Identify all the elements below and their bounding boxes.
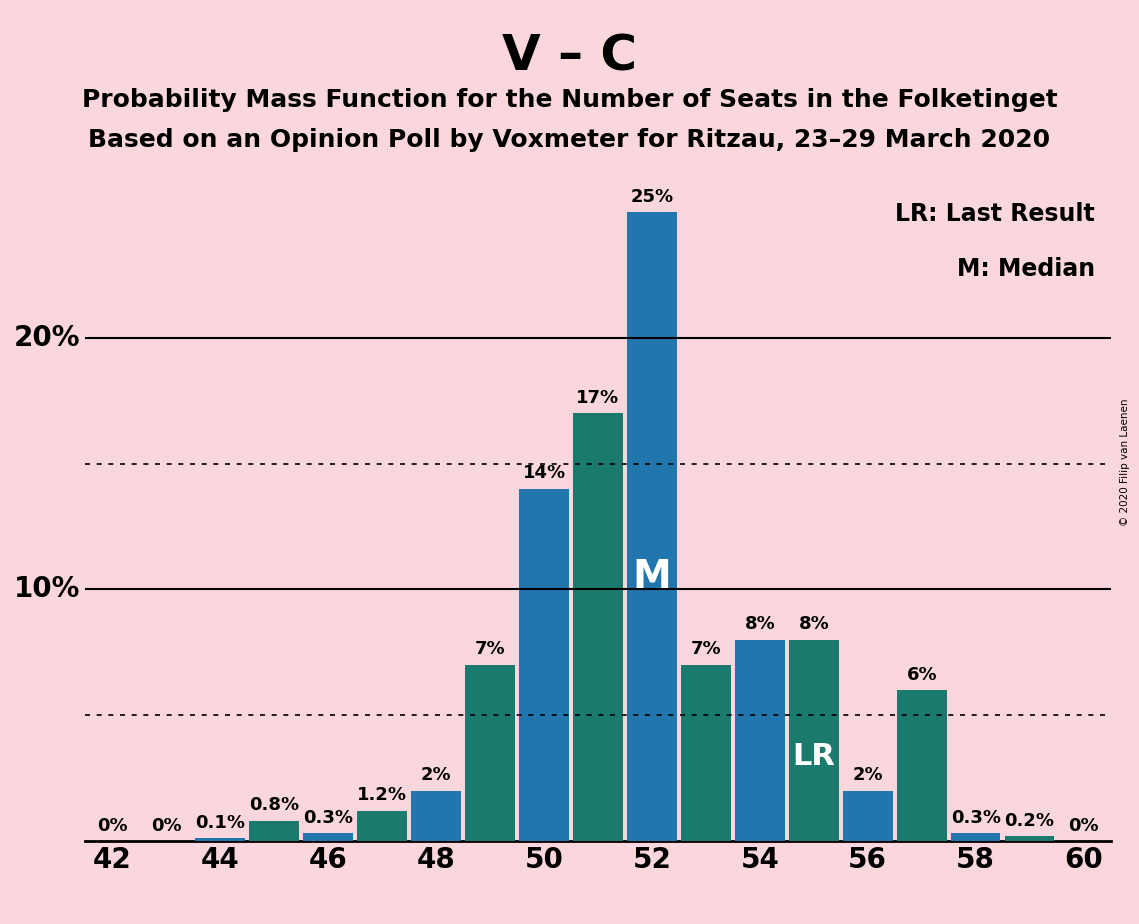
Text: 25%: 25% <box>630 188 673 206</box>
Bar <box>519 489 568 841</box>
Bar <box>628 212 677 841</box>
Bar <box>573 413 623 841</box>
Text: 0.3%: 0.3% <box>951 809 1001 827</box>
Text: 0.8%: 0.8% <box>249 796 300 814</box>
Text: 0.1%: 0.1% <box>195 814 245 832</box>
Text: 7%: 7% <box>690 640 721 659</box>
Text: © 2020 Filip van Laenen: © 2020 Filip van Laenen <box>1120 398 1130 526</box>
Text: V – C: V – C <box>502 32 637 80</box>
Text: 10%: 10% <box>14 576 80 603</box>
Text: 20%: 20% <box>14 323 80 352</box>
Bar <box>789 639 838 841</box>
Text: LR: LR <box>793 742 835 771</box>
Text: 0.3%: 0.3% <box>303 809 353 827</box>
Bar <box>465 664 515 841</box>
Bar <box>411 791 461 841</box>
Text: 0%: 0% <box>151 817 181 834</box>
Text: 0%: 0% <box>97 817 128 834</box>
Text: 2%: 2% <box>852 766 883 784</box>
Bar <box>1005 836 1055 841</box>
Bar <box>303 833 353 841</box>
Text: 17%: 17% <box>576 389 620 407</box>
Text: 14%: 14% <box>523 465 566 482</box>
Text: Probability Mass Function for the Number of Seats in the Folketinget: Probability Mass Function for the Number… <box>82 88 1057 112</box>
Text: 2%: 2% <box>420 766 451 784</box>
Text: 0.2%: 0.2% <box>1005 811 1055 830</box>
Bar <box>951 833 1000 841</box>
Bar <box>735 639 785 841</box>
Text: 0%: 0% <box>1068 817 1099 834</box>
Bar <box>681 664 731 841</box>
Bar <box>843 791 893 841</box>
Text: 1.2%: 1.2% <box>358 786 407 805</box>
Bar <box>896 690 947 841</box>
Bar <box>196 838 245 841</box>
Bar <box>358 810 407 841</box>
Text: 7%: 7% <box>475 640 506 659</box>
Text: Based on an Opinion Poll by Voxmeter for Ritzau, 23–29 March 2020: Based on an Opinion Poll by Voxmeter for… <box>89 128 1050 152</box>
Text: 8%: 8% <box>798 615 829 633</box>
Text: 6%: 6% <box>907 665 937 684</box>
Text: LR: Last Result: LR: Last Result <box>895 202 1096 226</box>
Text: M: M <box>632 558 671 596</box>
Bar <box>249 821 300 841</box>
Text: 8%: 8% <box>745 615 776 633</box>
Text: M: Median: M: Median <box>957 257 1096 281</box>
